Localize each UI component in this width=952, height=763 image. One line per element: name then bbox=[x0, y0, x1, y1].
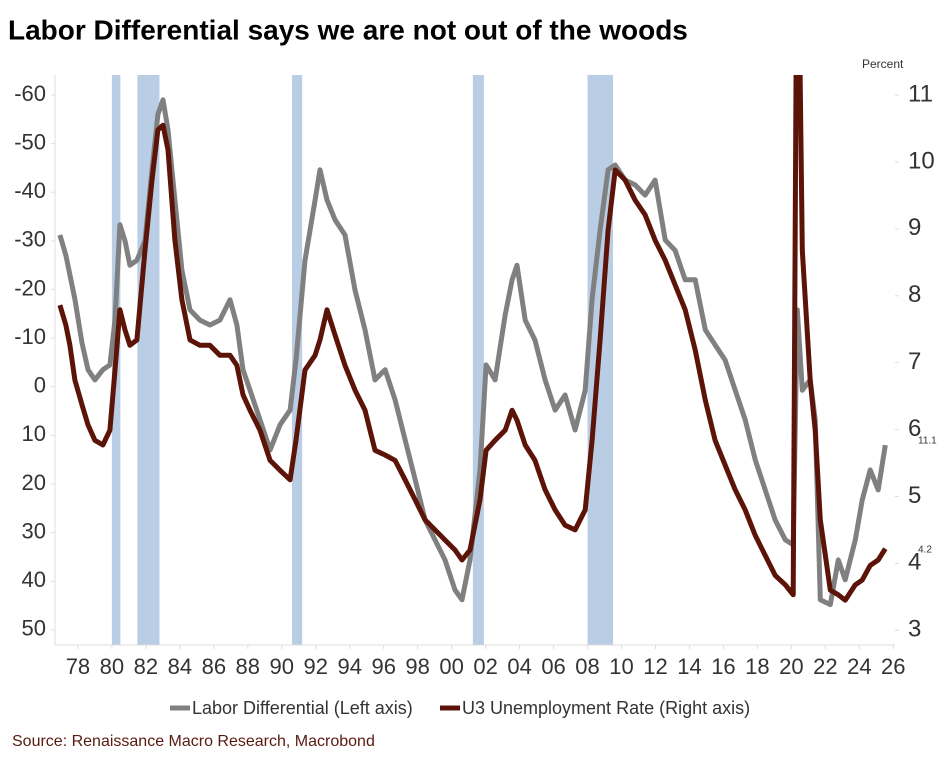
x-tick-label: 24 bbox=[847, 654, 871, 679]
end-value-label: 4.2 bbox=[918, 545, 932, 556]
source: Source: Renaissance Macro Research, Macr… bbox=[12, 733, 375, 750]
y2-tick-label: 5 bbox=[908, 482, 921, 509]
x-tick-label: 04 bbox=[507, 654, 531, 679]
y-tick-label: 0 bbox=[34, 373, 46, 398]
y2-tick-label: 8 bbox=[908, 281, 921, 308]
x-tick-label: 92 bbox=[304, 654, 328, 679]
end-value-label: 11.1 bbox=[918, 435, 937, 446]
x-tick-label: 86 bbox=[202, 654, 226, 679]
x-tick-label: 20 bbox=[779, 654, 803, 679]
x-tick-label: 02 bbox=[473, 654, 497, 679]
x-tick-label: 82 bbox=[134, 654, 158, 679]
chart-title: Labor Differential says we are not out o… bbox=[8, 14, 688, 45]
y-tick-label: 20 bbox=[22, 470, 46, 495]
y2-tick-label: 4 bbox=[908, 549, 921, 576]
x-tick-label: 26 bbox=[881, 654, 905, 679]
legend-label: Labor Differential (Left axis) bbox=[192, 698, 413, 718]
y-tick-label: 30 bbox=[22, 518, 46, 543]
y-tick-label: 50 bbox=[22, 616, 46, 641]
y-tick-label: -30 bbox=[14, 227, 46, 252]
x-tick-label: 00 bbox=[439, 654, 463, 679]
x-tick-label: 14 bbox=[677, 654, 701, 679]
y-tick-label: -20 bbox=[14, 275, 46, 300]
y2-tick-label: 6 bbox=[908, 415, 921, 442]
x-tick-label: 06 bbox=[541, 654, 565, 679]
series-line bbox=[57, 97, 888, 608]
y-tick-label: -10 bbox=[14, 324, 46, 349]
x-tick-label: 18 bbox=[745, 654, 769, 679]
y-tick-label: -50 bbox=[14, 129, 46, 154]
x-tick-label: 94 bbox=[337, 654, 361, 679]
y2-tick-label: 9 bbox=[908, 214, 921, 241]
x-tick-label: 96 bbox=[371, 654, 395, 679]
x-tick-label: 90 bbox=[270, 654, 294, 679]
x-tick-label: 88 bbox=[236, 654, 260, 679]
x-tick-label: 98 bbox=[405, 654, 429, 679]
series-line bbox=[57, 75, 888, 603]
x-tick-label: 16 bbox=[711, 654, 735, 679]
y2-tick-label: 11 bbox=[908, 80, 933, 107]
x-tick-label: 80 bbox=[100, 654, 124, 679]
x-tick-label: 10 bbox=[609, 654, 633, 679]
y-tick-label: -40 bbox=[14, 178, 46, 203]
y2-tick-label: 10 bbox=[908, 147, 935, 174]
x-tick-label: 78 bbox=[66, 654, 90, 679]
x-tick-label: 22 bbox=[813, 654, 837, 679]
x-tick-label: 08 bbox=[575, 654, 599, 679]
recession-band bbox=[472, 75, 484, 645]
y-tick-label: -60 bbox=[14, 81, 46, 106]
y2-tick-label: 3 bbox=[908, 616, 921, 643]
y-tick-label: 40 bbox=[22, 567, 46, 592]
x-tick-label: 12 bbox=[643, 654, 667, 679]
recession-band bbox=[137, 75, 160, 645]
y2-axis-label: Percent bbox=[862, 57, 904, 71]
y-tick-label: 10 bbox=[22, 421, 46, 446]
legend-label: U3 Unemployment Rate (Right axis) bbox=[462, 698, 750, 718]
y2-tick-label: 7 bbox=[908, 348, 921, 375]
x-tick-label: 84 bbox=[168, 654, 192, 679]
